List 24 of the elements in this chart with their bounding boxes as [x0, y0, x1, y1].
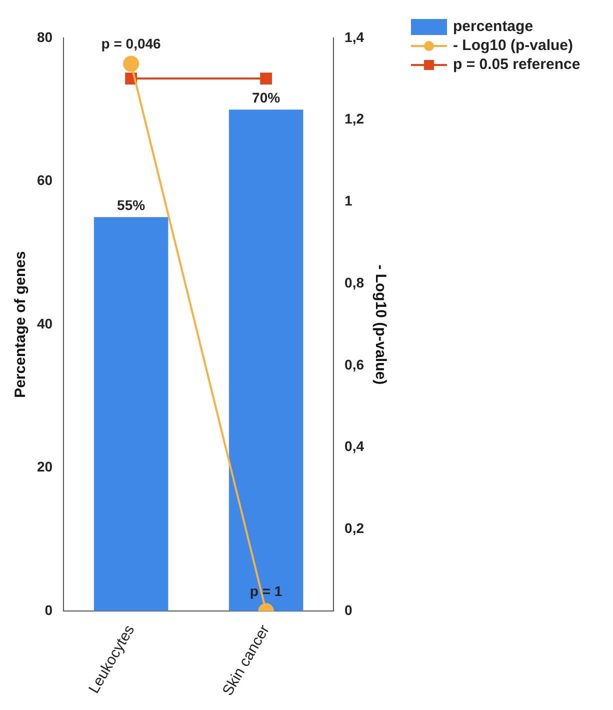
y2-tick-label: 1,2	[344, 110, 364, 127]
y2-axis-title: - Log10 (p-value)	[372, 264, 389, 385]
legend-label: percentage	[453, 18, 534, 35]
point	[260, 72, 272, 84]
data-label: 55%	[117, 196, 146, 213]
point	[123, 56, 140, 72]
y2-tick-label: 0,2	[344, 520, 364, 536]
annotation: p = 0,046	[101, 36, 162, 52]
legend-label: - Log10 (p-value)	[453, 37, 574, 54]
y-tick-label: 80	[36, 28, 53, 45]
y-axis-title: Percentage of genes	[12, 251, 30, 398]
y2-tick-label: 0,8	[344, 274, 364, 290]
y2-tick-label: 0,4	[344, 438, 364, 454]
y-tick-label: 60	[36, 172, 53, 188]
y2-tick-label: 0,6	[344, 356, 364, 372]
y2-tick-label: 1,4	[344, 28, 364, 45]
data-label: 70%	[252, 90, 281, 106]
y-tick-label: 0	[44, 602, 53, 618]
annotation: p = 1	[250, 582, 282, 599]
y-tick-label: 20	[36, 458, 53, 475]
y2-tick-label: 0	[344, 602, 353, 618]
legend-label: p = 0.05 reference	[453, 56, 580, 73]
y-tick-label: 40	[36, 315, 53, 332]
y2-tick-label: 1	[344, 192, 353, 209]
